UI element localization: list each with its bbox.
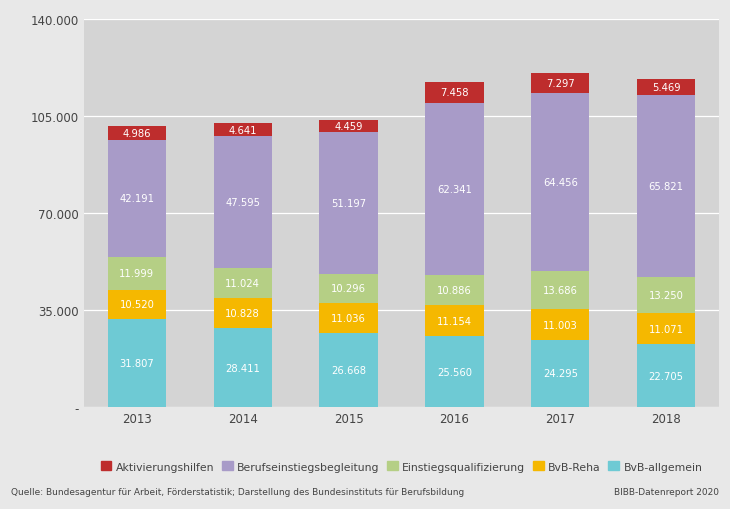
- Text: 4.641: 4.641: [228, 125, 257, 135]
- Text: 11.999: 11.999: [119, 269, 155, 278]
- Bar: [426, 276, 483, 306]
- Bar: [637, 80, 695, 95]
- Bar: [214, 329, 272, 407]
- Bar: [320, 303, 377, 333]
- Text: 11.003: 11.003: [543, 320, 577, 330]
- Text: 22.705: 22.705: [649, 371, 683, 381]
- Text: 7.458: 7.458: [440, 88, 469, 98]
- Bar: [108, 319, 166, 407]
- Text: 11.036: 11.036: [331, 313, 366, 323]
- Bar: [531, 272, 589, 309]
- Text: 10.828: 10.828: [226, 309, 260, 319]
- Bar: [426, 306, 483, 336]
- Bar: [214, 299, 272, 329]
- Text: 7.297: 7.297: [546, 79, 575, 89]
- Bar: [108, 140, 166, 257]
- Text: 11.071: 11.071: [649, 324, 683, 334]
- Text: 24.295: 24.295: [543, 369, 577, 379]
- Text: 28.411: 28.411: [226, 363, 260, 373]
- Text: 65.821: 65.821: [649, 181, 683, 191]
- Bar: [320, 333, 377, 407]
- Text: BIBB-Datenreport 2020: BIBB-Datenreport 2020: [614, 487, 719, 496]
- Bar: [426, 336, 483, 407]
- Bar: [531, 309, 589, 340]
- Bar: [531, 340, 589, 407]
- Bar: [637, 314, 695, 345]
- Text: 26.668: 26.668: [331, 365, 366, 375]
- Text: 10.520: 10.520: [120, 300, 154, 310]
- Text: 64.456: 64.456: [543, 178, 577, 188]
- Text: 10.296: 10.296: [331, 284, 366, 294]
- Bar: [637, 277, 695, 314]
- Text: 4.459: 4.459: [334, 122, 363, 132]
- Bar: [108, 127, 166, 140]
- Bar: [108, 257, 166, 290]
- Text: 5.469: 5.469: [652, 83, 680, 93]
- Text: 62.341: 62.341: [437, 185, 472, 194]
- Bar: [531, 94, 589, 272]
- Text: 42.191: 42.191: [120, 194, 154, 204]
- Text: 13.686: 13.686: [543, 286, 577, 296]
- Text: 51.197: 51.197: [331, 199, 366, 209]
- Text: Quelle: Bundesagentur für Arbeit, Förderstatistik; Darstellung des Bundesinstitu: Quelle: Bundesagentur für Arbeit, Förder…: [11, 487, 464, 496]
- Bar: [637, 345, 695, 407]
- Bar: [320, 121, 377, 133]
- Text: 13.250: 13.250: [649, 291, 683, 300]
- Bar: [637, 95, 695, 277]
- Bar: [426, 83, 483, 103]
- Bar: [426, 103, 483, 276]
- Bar: [531, 74, 589, 94]
- Bar: [214, 137, 272, 268]
- Text: 47.595: 47.595: [226, 197, 260, 208]
- Legend: Aktivierungshilfen, Berufseinstiegsbegleitung, Einstiegsqualifizierung, BvB-Reha: Aktivierungshilfen, Berufseinstiegsbegle…: [96, 457, 707, 476]
- Text: 10.886: 10.886: [437, 286, 472, 296]
- Bar: [108, 290, 166, 319]
- Text: 4.986: 4.986: [123, 129, 151, 138]
- Text: 11.024: 11.024: [226, 278, 260, 289]
- Bar: [214, 124, 272, 137]
- Bar: [320, 133, 377, 274]
- Bar: [214, 268, 272, 299]
- Text: 31.807: 31.807: [120, 358, 154, 368]
- Text: 11.154: 11.154: [437, 316, 472, 326]
- Text: 25.560: 25.560: [437, 367, 472, 377]
- Bar: [320, 274, 377, 303]
